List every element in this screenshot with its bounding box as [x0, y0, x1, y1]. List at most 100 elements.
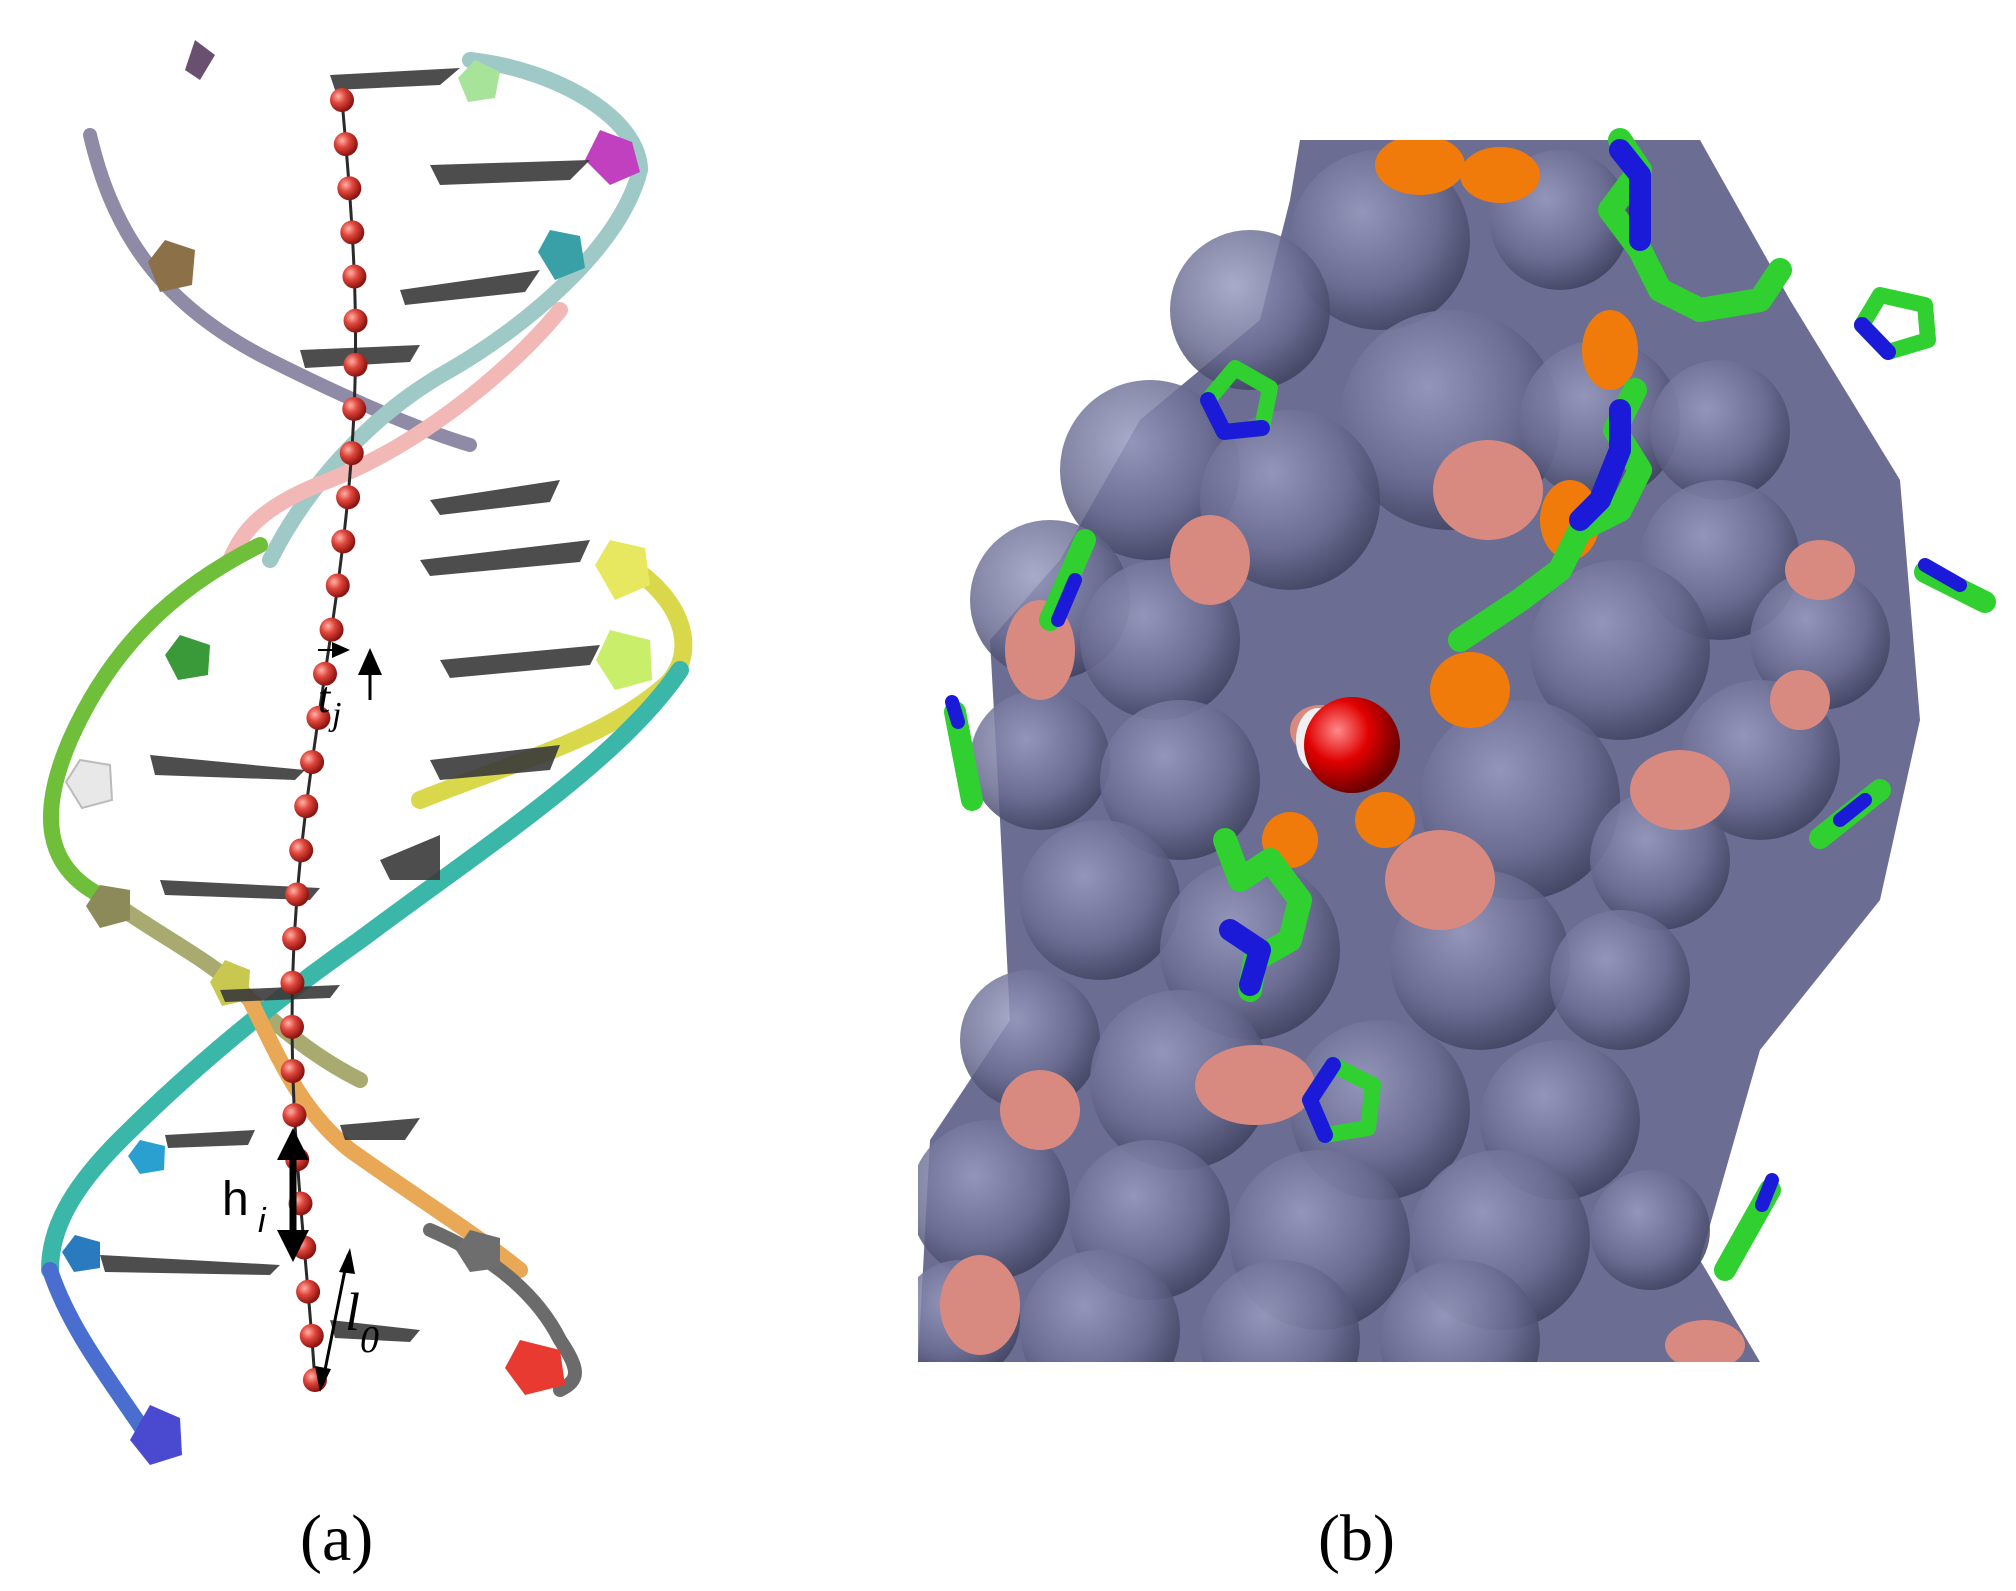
axis-bead [343, 308, 368, 333]
axis-bead [333, 132, 358, 157]
base-plate [100, 1255, 280, 1275]
axis-bead [300, 750, 325, 775]
ion-stick-blue [1833, 793, 1872, 827]
axis-bead [285, 882, 310, 907]
surface-lobe [1590, 1170, 1710, 1290]
axis-bead [342, 396, 367, 421]
orange-atom [1430, 652, 1510, 728]
rise-label: h [222, 1173, 249, 1226]
ion-stick-blue [1918, 558, 1967, 592]
surface-patch [1170, 515, 1250, 605]
base-plate [440, 645, 600, 678]
sugar-pentagon [458, 60, 500, 102]
base-plate [340, 1118, 420, 1140]
ion-stick [1809, 779, 1891, 849]
axis-bead [280, 1059, 305, 1084]
axis-bead [340, 220, 365, 245]
bond-subscript: 0 [360, 1319, 379, 1361]
base-plate [220, 985, 340, 1002]
bond-label: l [345, 1282, 360, 1342]
axis-bead [294, 794, 319, 819]
surface-lobe [970, 690, 1110, 830]
ring-nitrogen [1302, 1057, 1341, 1143]
sugar-pentagon [456, 1230, 500, 1272]
chain-blue [1609, 139, 1651, 251]
rise-arrowhead-up [277, 1128, 309, 1160]
base-plate [330, 68, 460, 90]
surface-lobe [1380, 1260, 1540, 1362]
sugar-pentagon [538, 230, 585, 280]
central-ion [1296, 697, 1400, 793]
backbone-strand-lower-blue [42, 1262, 158, 1448]
bond-arrowhead-down [315, 1366, 331, 1392]
panel-b-caption: (b) [1318, 1502, 1395, 1575]
surface-patch [1195, 1045, 1315, 1125]
chain-blue [1569, 399, 1631, 531]
sugar-pentagon [86, 885, 130, 928]
surface-lobe [960, 970, 1100, 1110]
sugar-pentagon [62, 1235, 100, 1272]
surface-lobe [1530, 560, 1710, 740]
base-plate [380, 835, 440, 880]
axis-bead [319, 617, 344, 642]
panel-a-dna-helix: t j h i l 0 [41, 40, 693, 1465]
sugar-pentagon [505, 1340, 565, 1395]
tangent-annotation: t j [318, 642, 382, 733]
backbone-strand-front-upper [262, 52, 649, 568]
surface-lobe [1550, 910, 1690, 1050]
panel-a-caption: (a) [300, 1502, 374, 1575]
axis-bead [282, 1103, 307, 1128]
axis-bead [282, 926, 307, 951]
surface-lobe [1650, 360, 1790, 500]
axis-bead [336, 485, 361, 510]
ring-nitrogen [1200, 392, 1270, 440]
orange-atom [1375, 140, 1465, 195]
bond-double-arrow [320, 1254, 350, 1386]
surface-patch [1770, 670, 1830, 730]
backbone-strand-teal [41, 661, 689, 1279]
axis-bead [331, 529, 356, 554]
sugar-pentagon [165, 635, 210, 680]
sugar-pentagon [128, 1140, 165, 1174]
axis-bead [289, 838, 314, 863]
surface-patch [1000, 1070, 1080, 1150]
sugar-pentagon [595, 540, 650, 600]
base-plate [165, 1130, 255, 1148]
axis-bead [299, 1323, 324, 1348]
backbone-strand-pink [222, 302, 568, 568]
surface-patch [940, 1255, 1020, 1355]
base-plate [430, 480, 560, 515]
surface-lobe [1060, 380, 1240, 560]
sugar-pentagon [148, 240, 195, 292]
axis-bead [337, 176, 362, 201]
surface-lobe [1020, 820, 1180, 980]
tangent-subscript: j [328, 696, 341, 733]
rise-annotation: h i [222, 1128, 309, 1262]
surface-patch [1665, 1320, 1745, 1362]
orange-atom [1460, 147, 1540, 203]
axis-bead [306, 705, 331, 730]
bond-length-annotation: l 0 [315, 1248, 379, 1392]
axis-bead [280, 970, 305, 995]
chain-blue [1219, 919, 1271, 996]
rise-arrowhead-down [277, 1230, 309, 1262]
axis-bead [330, 88, 354, 112]
sugar-pentagon [585, 130, 640, 185]
surface-lobe [918, 1120, 1070, 1280]
axis-bead [343, 352, 368, 377]
surface-lobe [1100, 700, 1260, 860]
axis-bead [325, 573, 350, 598]
orange-atom [1582, 310, 1638, 390]
ion-stick-blue [1051, 573, 1082, 627]
backbone-strand-rear-upper [83, 128, 477, 452]
surface-lobe [1090, 990, 1270, 1170]
axis-bead [313, 661, 338, 686]
sugar-pentagon [130, 1405, 182, 1465]
backbone-strand-green [42, 537, 268, 908]
ring-nitrogen [1854, 317, 1896, 360]
surface-lobe [1200, 1260, 1360, 1362]
base-plate [400, 270, 540, 305]
base-plate [160, 880, 320, 900]
ion-chain-middle [1448, 378, 1652, 652]
